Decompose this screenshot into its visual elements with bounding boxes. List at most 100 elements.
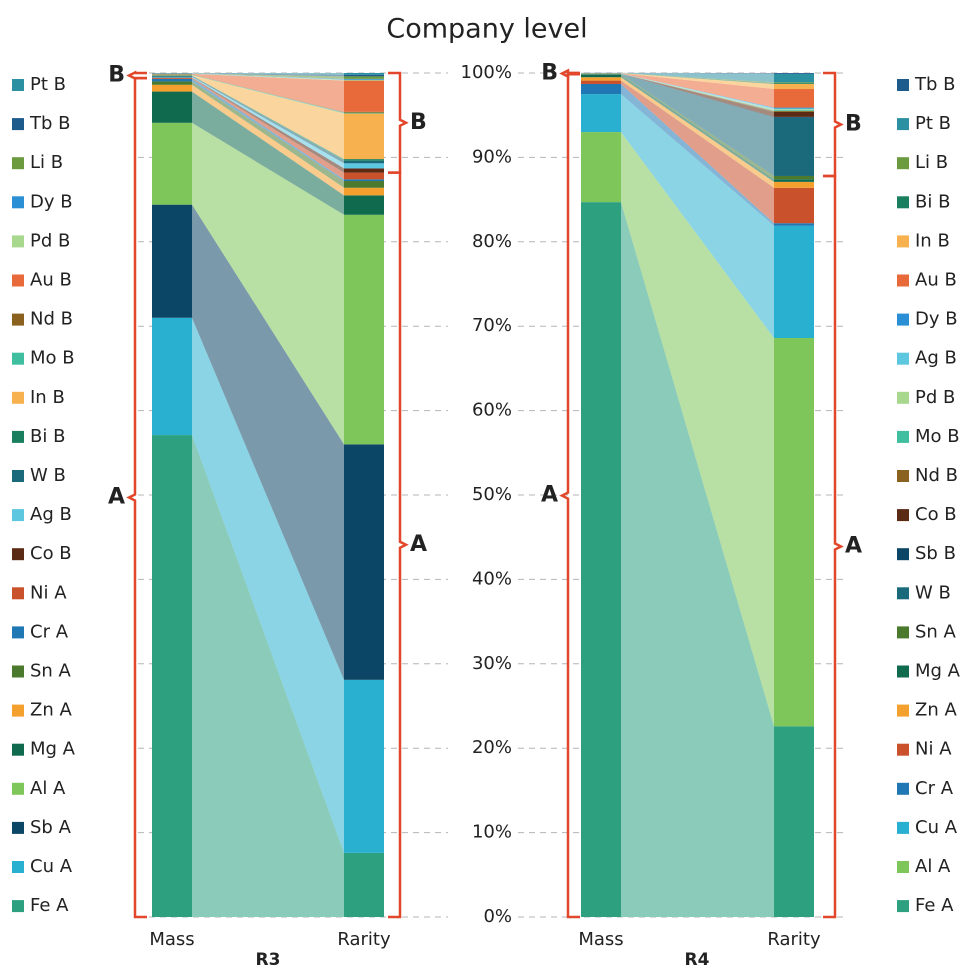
legend-label: Zn A (30, 700, 72, 721)
legend-swatch (12, 626, 24, 639)
ribbon (621, 73, 774, 90)
bar-segment (344, 179, 384, 182)
legend-swatch (12, 79, 24, 91)
ribbon (192, 78, 344, 180)
bar-segment (774, 83, 814, 90)
bar-segment (152, 317, 192, 436)
legend-label: Sb B (915, 543, 956, 564)
legend-label: Al A (915, 856, 951, 877)
bar-segment (774, 83, 814, 84)
legend-swatch (897, 743, 909, 756)
y-tick-label: 60% (472, 400, 512, 421)
ribbon (192, 435, 344, 917)
legend-label: In B (30, 387, 65, 408)
legend-swatch (897, 274, 909, 287)
bar-segment (774, 82, 814, 84)
bracket-label: B (108, 63, 125, 88)
legend-label: Dy B (915, 309, 958, 330)
ribbon (192, 74, 344, 113)
bar-segment (344, 181, 384, 188)
ribbon (192, 73, 344, 80)
bar-segment (774, 107, 814, 109)
bar-segment (152, 81, 192, 85)
legend-label: Mo B (915, 426, 960, 447)
legend-label: Bi B (30, 426, 65, 447)
legend-swatch (897, 587, 909, 600)
ribbon (192, 122, 344, 445)
legend-label: Fe A (915, 895, 954, 916)
ribbon (192, 73, 344, 81)
ribbon (621, 73, 774, 111)
legend-swatch (12, 274, 24, 287)
ribbon (192, 74, 344, 114)
ribbon (621, 73, 774, 111)
legend-label: Pd B (30, 230, 70, 251)
bar-segment (344, 74, 384, 77)
x-tick-label: Mass (149, 929, 194, 950)
legend-swatch (12, 782, 24, 795)
legend-swatch (12, 157, 24, 170)
y-tick-label: 80% (472, 231, 512, 252)
bar-segment (774, 108, 814, 110)
bar-segment (344, 159, 384, 161)
legend-swatch (12, 313, 24, 326)
panel-label: R4 (685, 950, 710, 970)
legend-swatch (897, 157, 909, 170)
legend-label: Pt B (30, 74, 66, 95)
legend-swatch (12, 821, 24, 834)
bracket (823, 71, 844, 178)
legend-label: Fe A (30, 895, 69, 916)
bar-segment (344, 852, 384, 917)
legend-label: Co B (30, 543, 72, 564)
ribbon (192, 75, 344, 161)
ribbon (621, 77, 774, 188)
ribbon (621, 74, 774, 182)
bar-segment (581, 94, 621, 133)
legend-label: Ni A (30, 582, 67, 603)
y-tick-label: 0% (483, 906, 512, 927)
bar-segment (344, 160, 384, 164)
bar-segment (774, 175, 814, 180)
y-tick-label: 70% (472, 315, 512, 336)
bar-segment (774, 187, 814, 224)
ribbon (621, 72, 774, 74)
ribbon (621, 202, 774, 917)
bar-segment (152, 76, 192, 78)
ribbon (621, 132, 774, 727)
bar-segment (774, 109, 814, 111)
legend-label: In B (915, 230, 950, 251)
bar-segment (774, 73, 814, 83)
legend-swatch (897, 470, 909, 482)
ribbon (621, 83, 774, 226)
bar-segment (774, 338, 814, 727)
legend-swatch (12, 352, 24, 365)
legend-swatch (12, 391, 24, 404)
ribbon (192, 317, 344, 853)
ribbon (192, 204, 344, 680)
bar-segment (344, 172, 384, 180)
x-tick-label: Mass (578, 929, 623, 950)
bar-segment (344, 187, 384, 196)
bar-segment (344, 79, 384, 81)
legend-label: Cr A (915, 778, 954, 799)
ribbon (621, 74, 774, 180)
bar-segment (774, 89, 814, 108)
legend-swatch (12, 235, 24, 248)
ribbon (621, 73, 774, 117)
bracket-label: A (108, 485, 125, 510)
legend-label: Pt B (915, 113, 951, 134)
y-tick-label: 20% (472, 737, 512, 758)
legend-label: Tb B (29, 113, 71, 134)
legend-swatch (12, 900, 24, 913)
bar-segment (344, 73, 384, 75)
legend-label: Pd B (915, 387, 955, 408)
legend-swatch (12, 665, 24, 678)
legend-swatch (12, 430, 24, 443)
ribbon (192, 77, 344, 173)
bar-segment (344, 113, 384, 160)
legend-label: Ag B (915, 348, 957, 369)
legend-swatch (897, 548, 909, 561)
bar-segment (344, 679, 384, 853)
legend-label: W B (30, 465, 66, 486)
